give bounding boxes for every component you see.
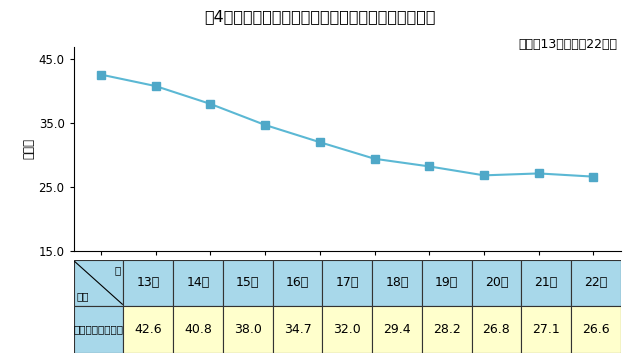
- Text: 19年: 19年: [435, 276, 458, 289]
- Text: 15年: 15年: [236, 276, 259, 289]
- FancyBboxPatch shape: [173, 260, 223, 306]
- Text: 16年: 16年: [286, 276, 309, 289]
- Text: 28.2: 28.2: [433, 323, 461, 336]
- Text: 26.6: 26.6: [582, 323, 610, 336]
- FancyBboxPatch shape: [323, 260, 372, 306]
- FancyBboxPatch shape: [372, 306, 422, 353]
- Text: 38.0: 38.0: [234, 323, 262, 336]
- FancyBboxPatch shape: [74, 306, 124, 353]
- FancyBboxPatch shape: [571, 306, 621, 353]
- Text: 17年: 17年: [335, 276, 359, 289]
- FancyBboxPatch shape: [522, 306, 571, 353]
- FancyBboxPatch shape: [273, 260, 323, 306]
- FancyBboxPatch shape: [472, 260, 522, 306]
- Text: 42.6: 42.6: [134, 323, 162, 336]
- Text: 少年の割合（％）: 少年の割合（％）: [74, 324, 124, 334]
- Text: 32.0: 32.0: [333, 323, 361, 336]
- Y-axis label: （％）: （％）: [23, 138, 36, 159]
- Text: 年: 年: [114, 265, 120, 275]
- Text: 18年: 18年: [385, 276, 408, 289]
- Text: 21年: 21年: [534, 276, 558, 289]
- Text: 13年: 13年: [136, 276, 160, 289]
- Text: 第4図　刑法犯総検挙人員に占める少年の割合の推移: 第4図 刑法犯総検挙人員に占める少年の割合の推移: [204, 9, 436, 24]
- FancyBboxPatch shape: [173, 306, 223, 353]
- FancyBboxPatch shape: [124, 260, 173, 306]
- Text: 20年: 20年: [484, 276, 508, 289]
- FancyBboxPatch shape: [472, 306, 522, 353]
- Text: 29.4: 29.4: [383, 323, 411, 336]
- FancyBboxPatch shape: [571, 260, 621, 306]
- Text: 26.8: 26.8: [483, 323, 510, 336]
- FancyBboxPatch shape: [74, 260, 124, 306]
- Text: 14年: 14年: [186, 276, 209, 289]
- FancyBboxPatch shape: [422, 306, 472, 353]
- FancyBboxPatch shape: [522, 260, 571, 306]
- Text: 27.1: 27.1: [532, 323, 560, 336]
- FancyBboxPatch shape: [273, 306, 323, 353]
- Text: 34.7: 34.7: [284, 323, 311, 336]
- FancyBboxPatch shape: [223, 260, 273, 306]
- FancyBboxPatch shape: [372, 260, 422, 306]
- FancyBboxPatch shape: [124, 306, 173, 353]
- FancyBboxPatch shape: [223, 306, 273, 353]
- FancyBboxPatch shape: [323, 306, 372, 353]
- Text: 区分: 区分: [77, 291, 89, 301]
- Text: 40.8: 40.8: [184, 323, 212, 336]
- Text: （平成13年～平成22年）: （平成13年～平成22年）: [518, 38, 618, 50]
- FancyBboxPatch shape: [422, 260, 472, 306]
- Text: 22年: 22年: [584, 276, 607, 289]
